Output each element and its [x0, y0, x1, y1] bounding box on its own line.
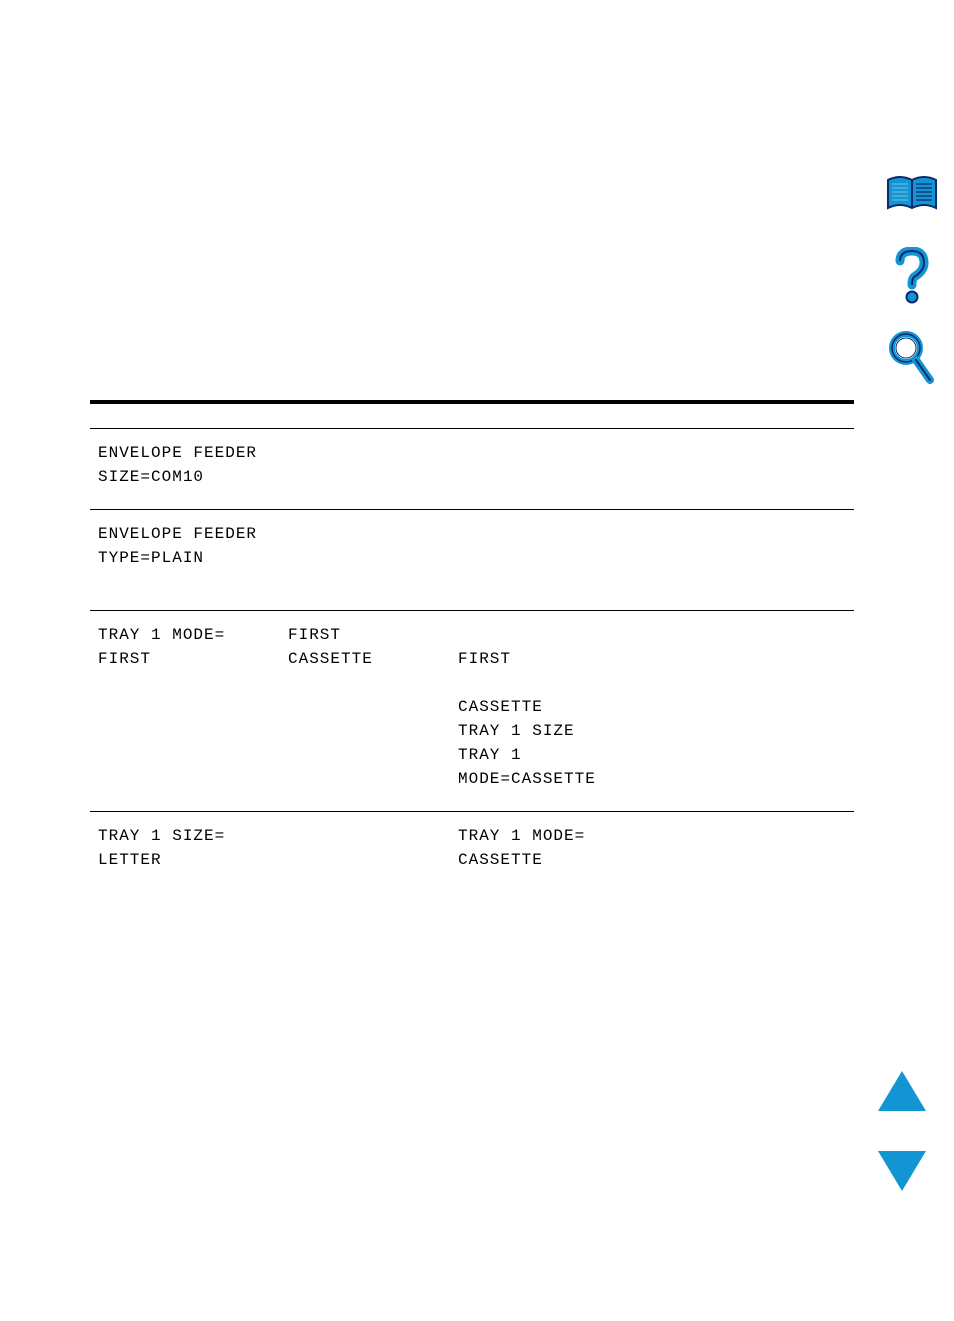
- item-cell: ENVELOPE FEEDER SIZE=COM10: [98, 441, 288, 489]
- explanation-cell: FIRST CASSETTE TRAY 1 SIZE TRAY 1 MODE=C…: [458, 623, 846, 791]
- book-icon[interactable]: [886, 168, 938, 220]
- page-down-icon[interactable]: [878, 1151, 926, 1191]
- table-row: ENVELOPE FEEDER SIZE=COM10: [90, 428, 854, 509]
- explanation-cell: TRAY 1 MODE= CASSETTE: [458, 824, 846, 872]
- search-icon[interactable]: [886, 332, 938, 384]
- item-cell: ENVELOPE FEEDER TYPE=PLAIN: [98, 522, 288, 570]
- header-rule-thick: [90, 400, 854, 404]
- explanation-cell: [458, 441, 846, 489]
- sidebar-toolbar: [882, 168, 942, 384]
- explanation-cell: [458, 522, 846, 570]
- page-nav: [878, 1071, 926, 1191]
- menu-table: ENVELOPE FEEDER SIZE=COM10 ENVELOPE FEED…: [90, 400, 854, 932]
- help-icon[interactable]: [886, 250, 938, 302]
- page-up-icon[interactable]: [878, 1071, 926, 1111]
- table-row: ENVELOPE FEEDER TYPE=PLAIN: [90, 509, 854, 610]
- table-row: TRAY 1 SIZE= LETTER TRAY 1 MODE= CASSETT…: [90, 811, 854, 932]
- values-cell: [288, 824, 458, 872]
- item-cell: TRAY 1 SIZE= LETTER: [98, 824, 288, 872]
- table-row: TRAY 1 MODE= FIRST FIRST CASSETTE FIRST …: [90, 610, 854, 811]
- item-cell: TRAY 1 MODE= FIRST: [98, 623, 288, 791]
- values-cell: [288, 441, 458, 489]
- values-cell: [288, 522, 458, 570]
- values-cell: FIRST CASSETTE: [288, 623, 458, 791]
